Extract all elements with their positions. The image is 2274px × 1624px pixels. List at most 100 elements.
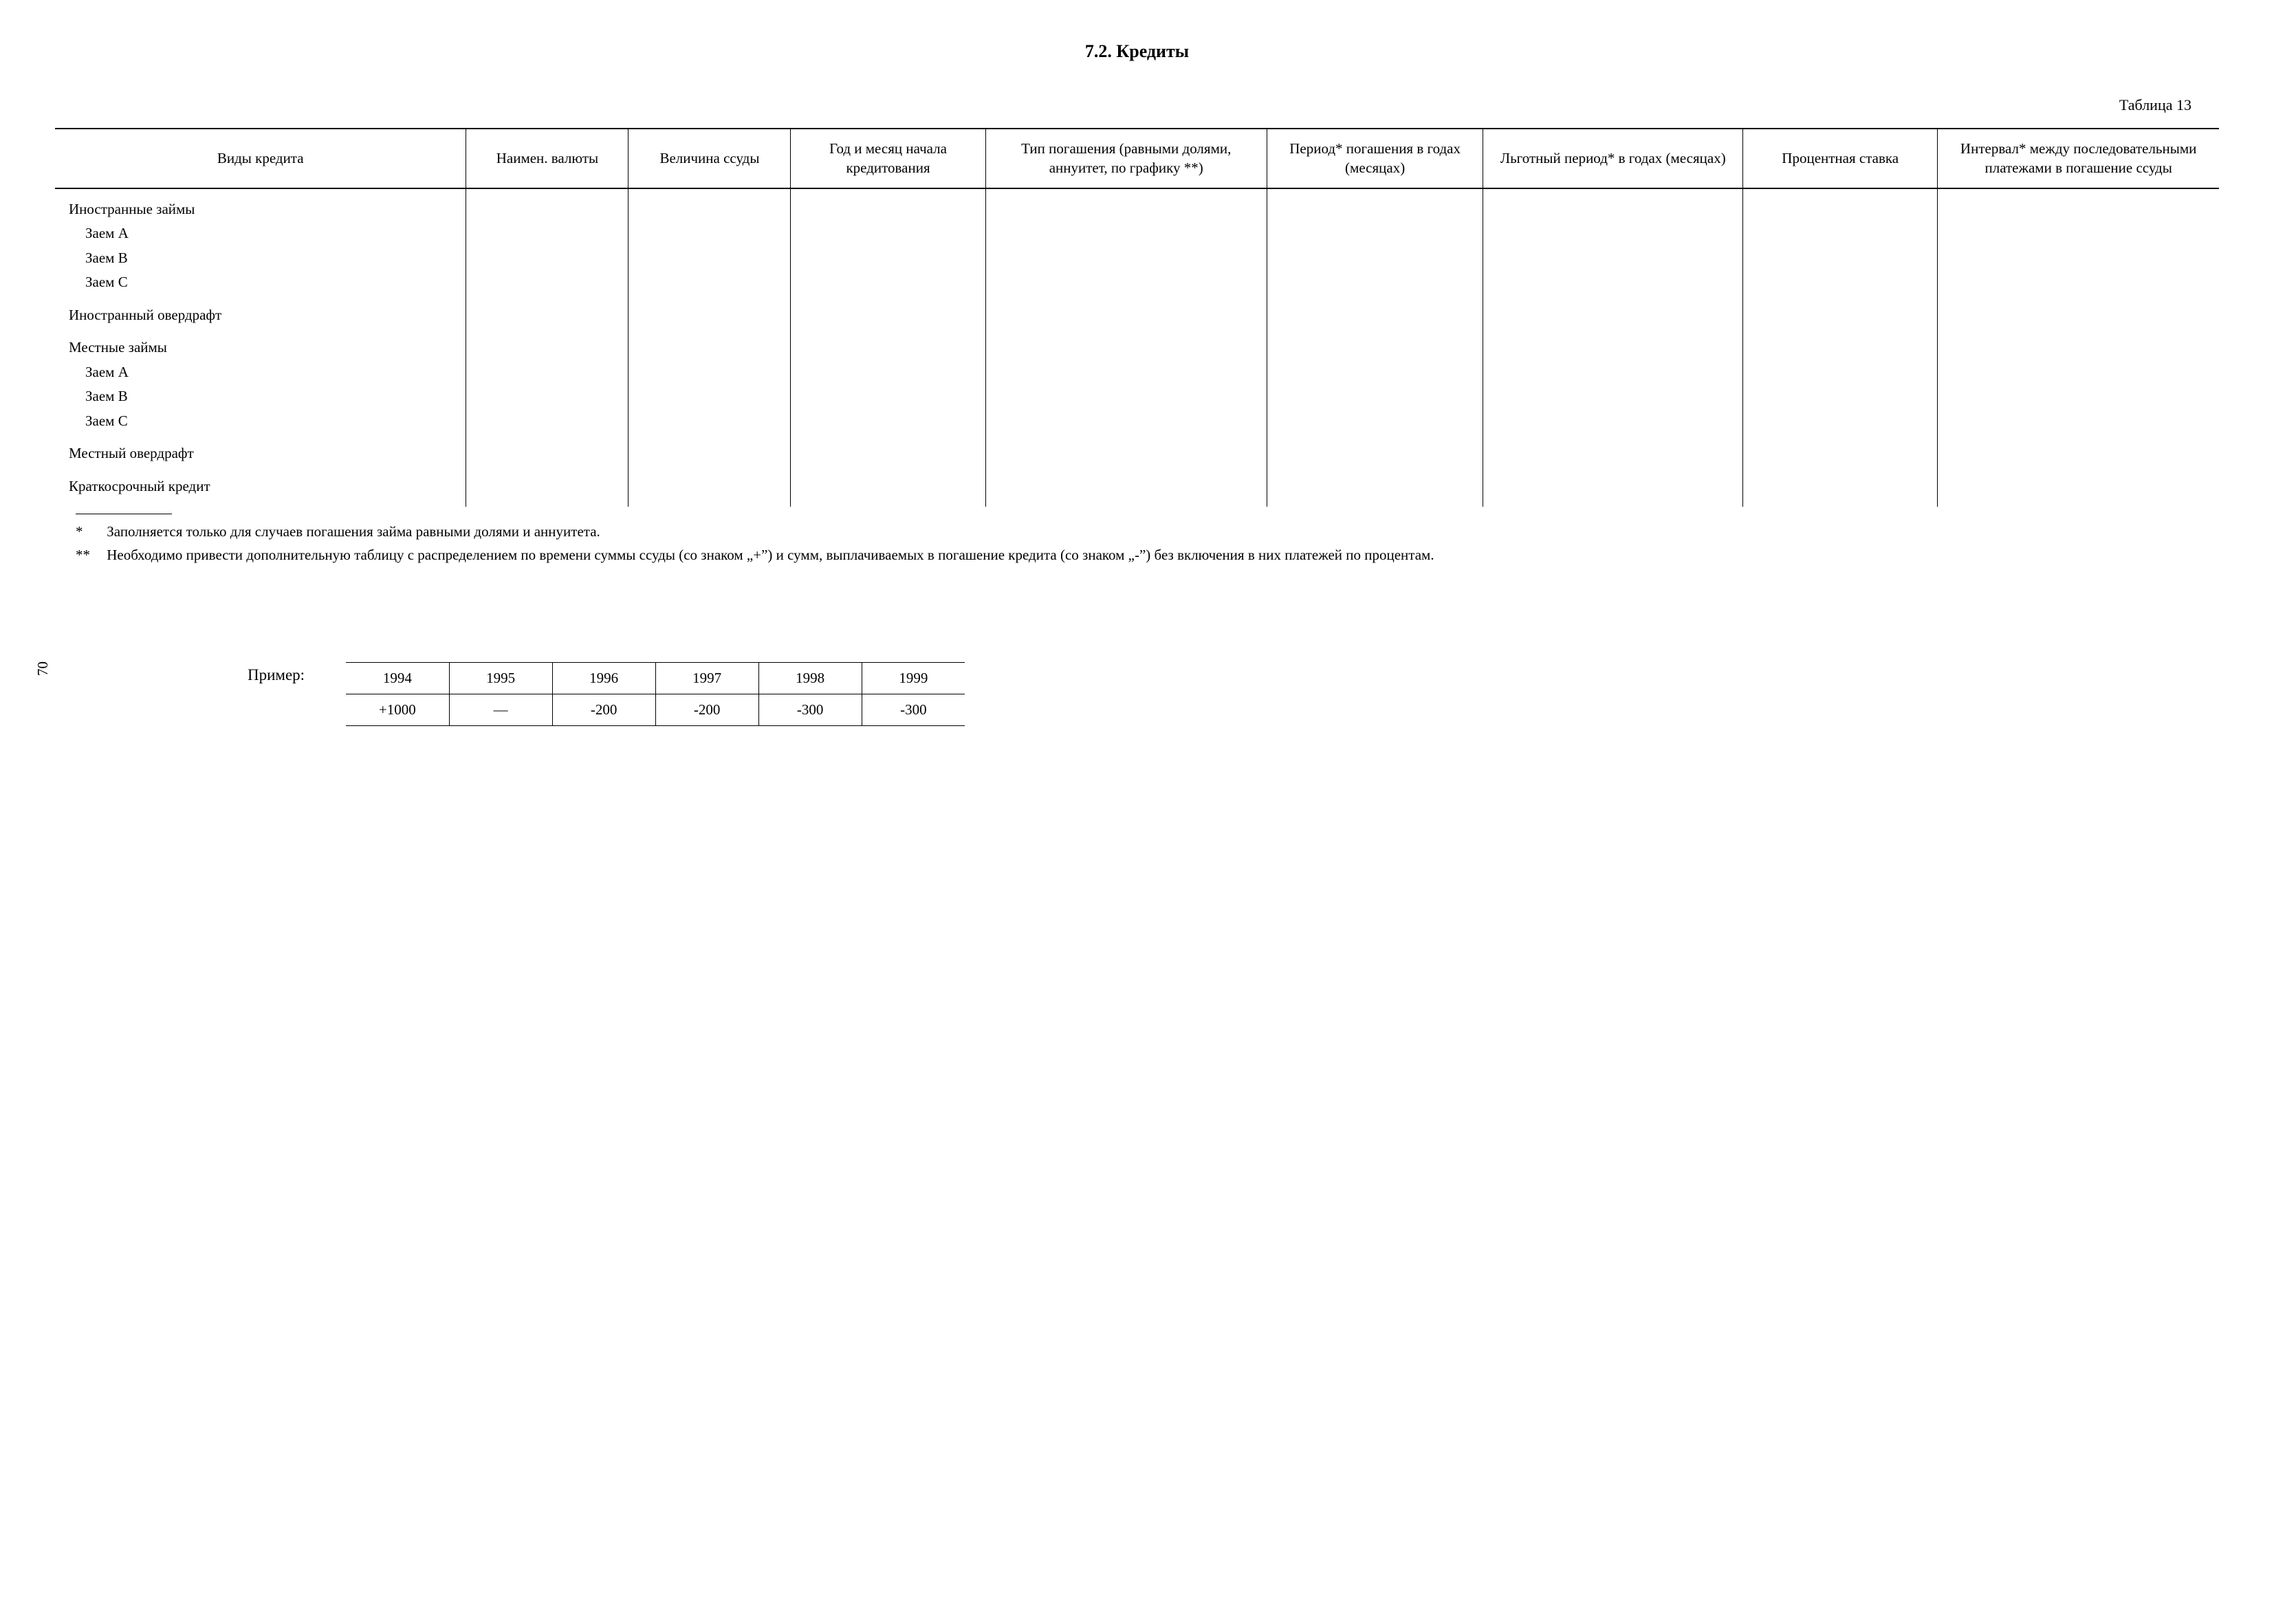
table-row: Местный овердрафт	[55, 441, 2219, 466]
cell	[985, 221, 1267, 246]
table-row: Заем А	[55, 221, 2219, 246]
cell	[985, 270, 1267, 295]
cell	[791, 188, 985, 222]
cell	[466, 303, 628, 328]
cell	[985, 360, 1267, 385]
cell	[1483, 474, 1743, 507]
cell	[1743, 474, 1938, 507]
table-body: Иностранные займыЗаем АЗаем ВЗаем СИност…	[55, 188, 2219, 507]
cell	[1743, 360, 1938, 385]
cell	[1938, 336, 2219, 360]
cell	[1938, 188, 2219, 222]
row-label: Заем В	[55, 246, 466, 271]
row-label: Заем А	[55, 221, 466, 246]
cell	[791, 336, 985, 360]
row-label: Заем А	[55, 360, 466, 385]
cell	[1267, 221, 1483, 246]
col-header-4: Тип погашения (равными долями, аннуитет,…	[985, 129, 1267, 188]
cell	[1267, 441, 1483, 466]
table-row: Заем В	[55, 384, 2219, 409]
cell	[791, 246, 985, 271]
cell	[466, 246, 628, 271]
col-header-0: Виды кредита	[55, 129, 466, 188]
cell	[1483, 384, 1743, 409]
footnote-2: ** Необходимо привести дополнительную та…	[76, 545, 1726, 567]
footnote-1-marker: *	[76, 521, 103, 543]
cell	[1938, 221, 2219, 246]
footnote-1: * Заполняется только для случаев погашен…	[76, 521, 1726, 543]
example-value: -300	[758, 694, 862, 726]
cell	[628, 441, 791, 466]
col-header-3: Год и месяц начала кредитова­ния	[791, 129, 985, 188]
cell	[466, 384, 628, 409]
col-header-5: Период* погашения в годах (месяцах)	[1267, 129, 1483, 188]
table-row: Заем В	[55, 246, 2219, 271]
footnote-2-marker: **	[76, 545, 103, 567]
row-label: Заем В	[55, 384, 466, 409]
example-year: 1995	[449, 663, 552, 694]
cell	[791, 384, 985, 409]
cell	[1743, 441, 1938, 466]
cell	[791, 221, 985, 246]
cell	[1938, 409, 2219, 434]
table-row: Заем С	[55, 270, 2219, 295]
cell	[985, 384, 1267, 409]
footnote-2-text: Необходимо привести дополнительную табли…	[107, 547, 1434, 563]
cell	[466, 360, 628, 385]
row-label: Местный овердрафт	[55, 441, 466, 466]
cell	[1267, 336, 1483, 360]
cell	[1938, 303, 2219, 328]
cell	[1267, 303, 1483, 328]
example-value: —	[449, 694, 552, 726]
table-row: Иностранные займы	[55, 188, 2219, 222]
cell	[628, 409, 791, 434]
col-header-7: Процентная ставка	[1743, 129, 1938, 188]
cell	[466, 188, 628, 222]
cell	[1938, 360, 2219, 385]
cell	[1483, 441, 1743, 466]
example-label: Пример:	[248, 662, 305, 684]
cell	[1743, 336, 1938, 360]
cell	[1483, 188, 1743, 222]
cell	[628, 336, 791, 360]
cell	[1483, 409, 1743, 434]
section-title: 7.2. Кредиты	[55, 41, 2219, 62]
cell	[628, 221, 791, 246]
cell	[1743, 246, 1938, 271]
cell	[466, 409, 628, 434]
example-section: Пример: 199419951996199719981999 +1000—-…	[248, 662, 2219, 726]
cell	[1483, 221, 1743, 246]
example-year: 1998	[758, 663, 862, 694]
cell	[1938, 384, 2219, 409]
cell	[985, 441, 1267, 466]
cell	[1483, 360, 1743, 385]
cell	[791, 409, 985, 434]
table-caption: Таблица 13	[55, 96, 2219, 114]
cell	[1938, 246, 2219, 271]
cell	[628, 188, 791, 222]
example-year: 1999	[862, 663, 965, 694]
col-header-2: Величина ссуды	[628, 129, 791, 188]
credits-table: Виды кредитаНаимен. валютыВеличина ссуды…	[55, 128, 2219, 507]
cell	[1743, 188, 1938, 222]
row-label: Краткосрочный кредит	[55, 474, 466, 507]
cell	[985, 303, 1267, 328]
example-value: -200	[552, 694, 655, 726]
example-year: 1994	[346, 663, 449, 694]
cell	[1743, 384, 1938, 409]
cell	[466, 270, 628, 295]
row-label: Иностранные займы	[55, 188, 466, 222]
cell	[1483, 303, 1743, 328]
cell	[1267, 474, 1483, 507]
cell	[791, 441, 985, 466]
cell	[466, 441, 628, 466]
cell	[985, 409, 1267, 434]
col-header-8: Интервал* между последова­тельными плате…	[1938, 129, 2219, 188]
cell	[1483, 270, 1743, 295]
cell	[1267, 409, 1483, 434]
table-row: Заем С	[55, 409, 2219, 434]
cell	[628, 270, 791, 295]
cell	[628, 474, 791, 507]
cell	[985, 246, 1267, 271]
row-label: Местные займы	[55, 336, 466, 360]
